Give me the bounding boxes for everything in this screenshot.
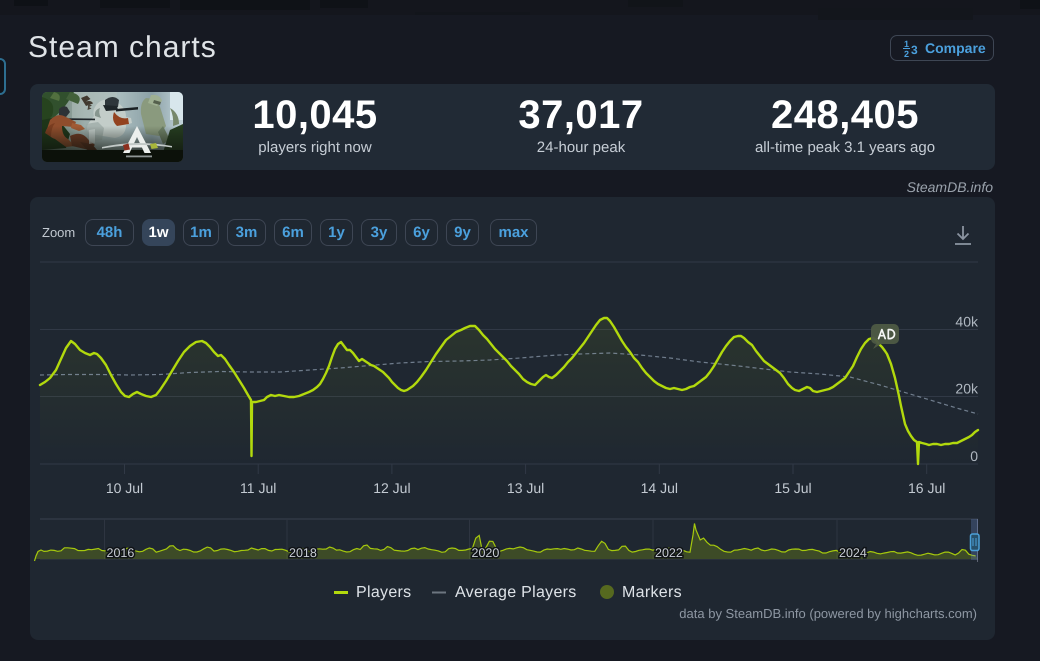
- svg-text:0: 0: [970, 448, 978, 464]
- svg-text:15 Jul: 15 Jul: [774, 480, 811, 496]
- svg-text:2022: 2022: [655, 546, 683, 560]
- svg-text:2: 2: [904, 49, 909, 59]
- svg-text:10 Jul: 10 Jul: [106, 480, 143, 496]
- svg-text:20k: 20k: [955, 381, 979, 397]
- svg-text:3: 3: [911, 43, 918, 57]
- svg-text:2018: 2018: [289, 546, 317, 560]
- svg-text:12 Jul: 12 Jul: [373, 480, 410, 496]
- svg-text:40k: 40k: [955, 314, 979, 330]
- svg-text:11 Jul: 11 Jul: [240, 480, 276, 496]
- svg-text:1: 1: [904, 39, 909, 49]
- svg-text:2016: 2016: [107, 546, 135, 560]
- svg-text:2020: 2020: [472, 546, 500, 560]
- svg-text:13 Jul: 13 Jul: [507, 480, 544, 496]
- svg-text:14 Jul: 14 Jul: [641, 480, 678, 496]
- svg-text:2024: 2024: [839, 546, 867, 560]
- svg-text:16 Jul: 16 Jul: [908, 480, 945, 496]
